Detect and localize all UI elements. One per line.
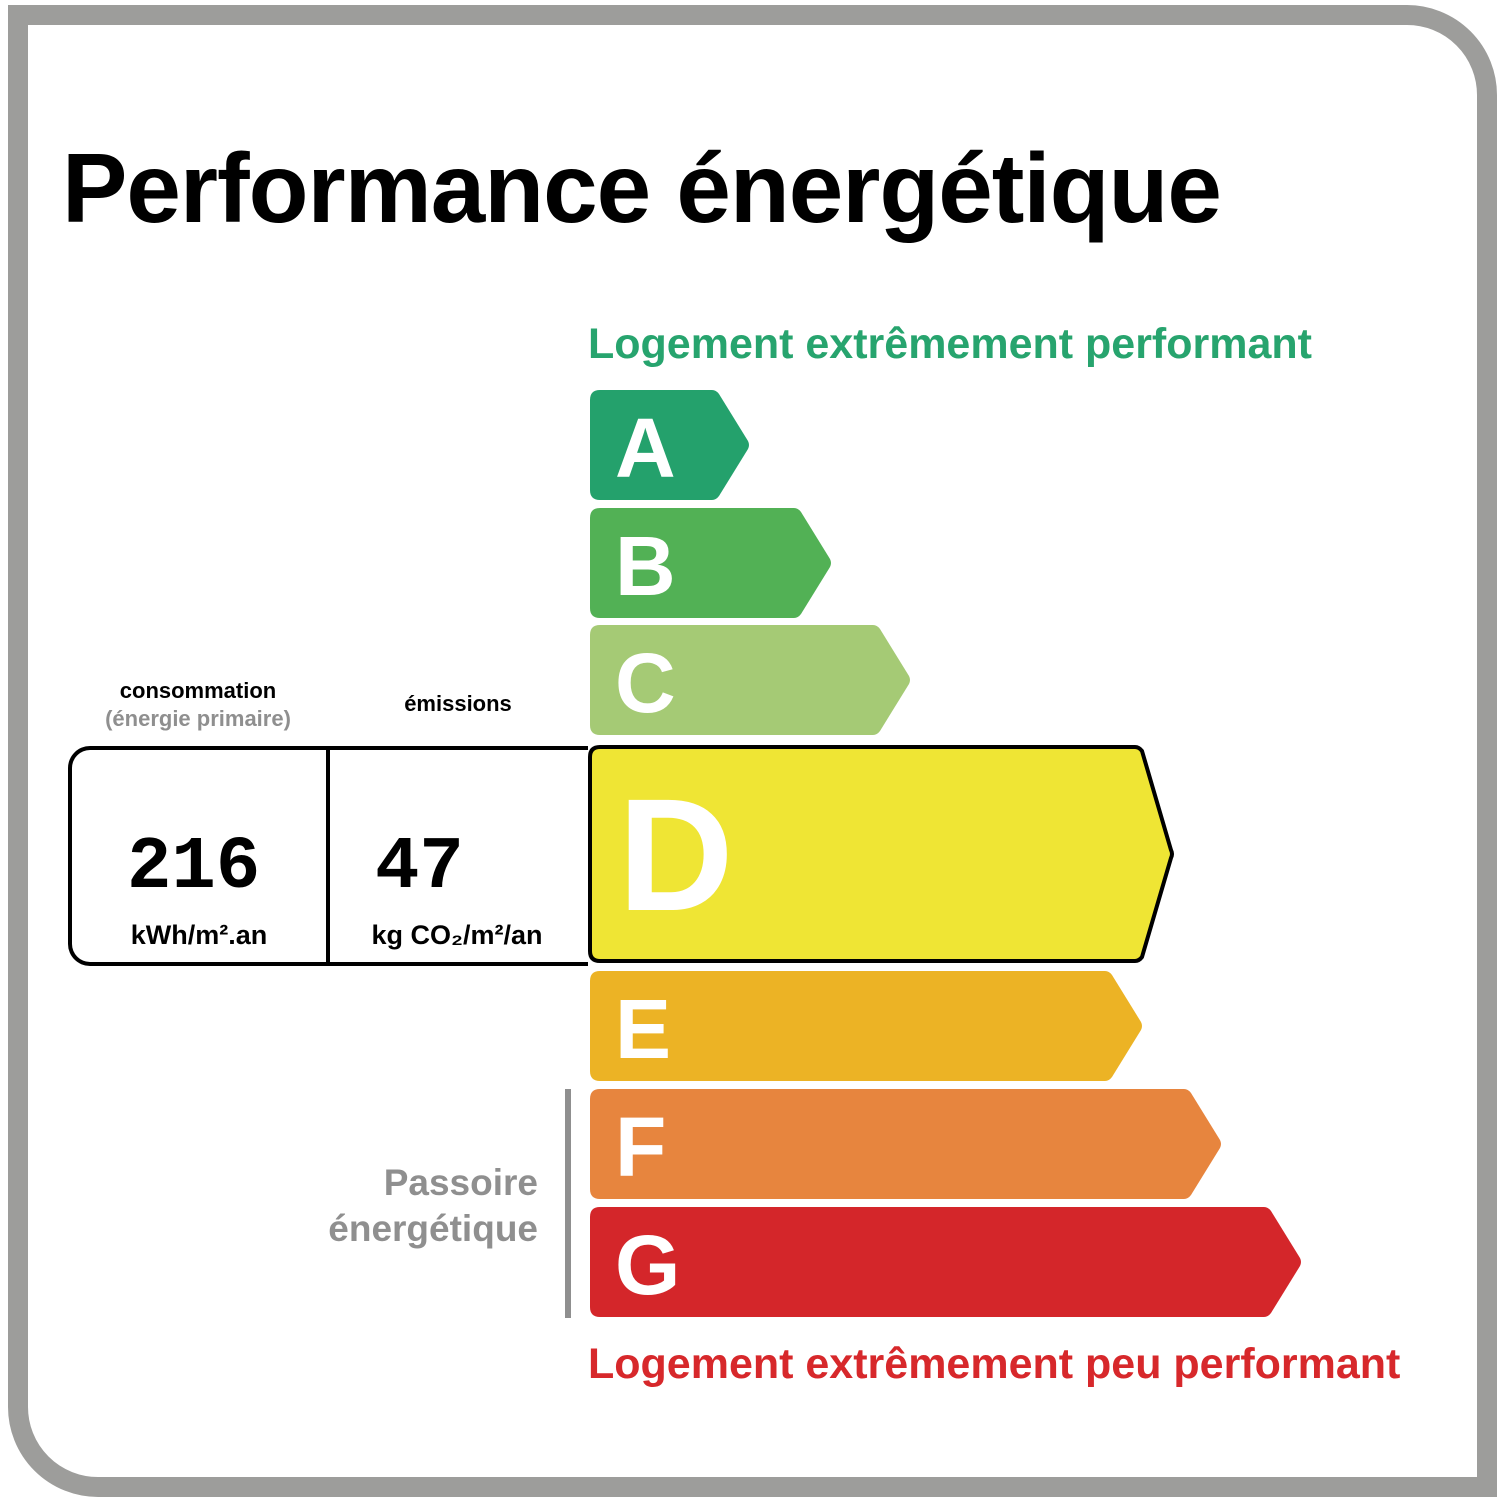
energy-bar-letter-c: C	[615, 636, 676, 730]
energy-bar-letter-b: B	[615, 519, 676, 613]
energy-bar-letter-a: A	[615, 401, 676, 495]
energy-bar-e	[590, 971, 1142, 1081]
values-divider	[326, 746, 330, 962]
consumption-title: consommation	[119, 678, 277, 703]
energy-bar-d	[588, 745, 1174, 963]
passoire-line2: énergétique	[328, 1208, 538, 1249]
passoire-line1: Passoire	[383, 1162, 538, 1203]
emissions-unit: kg CO₂/m²/an	[371, 920, 543, 950]
consumption-unit: kWh/m².an	[130, 920, 268, 950]
consumption-subtitle: (énergie primaire)	[105, 706, 291, 731]
passoire-label: Passoire énergétique	[328, 1160, 538, 1252]
energy-bar-c	[590, 625, 910, 735]
bottom-performance-label: Logement extrêmement peu performant	[588, 1340, 1401, 1388]
energy-bar-letter-f: F	[615, 1100, 666, 1194]
energy-bar-g	[590, 1207, 1301, 1317]
energy-bar-f	[590, 1089, 1221, 1199]
energy-bar-letter-g: G	[615, 1218, 680, 1312]
energy-bar-letter-e: E	[615, 982, 671, 1076]
emissions-value: 47	[375, 826, 464, 910]
top-performance-label: Logement extrêmement performant	[588, 320, 1312, 368]
passoire-bracket	[565, 1089, 571, 1318]
energy-bar-letter-d: D	[618, 765, 734, 944]
emissions-header: émissions	[404, 691, 512, 716]
consumption-value: 216	[127, 826, 261, 910]
energy-bar-b	[590, 508, 831, 618]
consumption-header: consommation (énergie primaire)	[68, 677, 328, 733]
energy-bar-a	[590, 390, 749, 500]
page-title: Performance énergétique	[62, 133, 1222, 243]
